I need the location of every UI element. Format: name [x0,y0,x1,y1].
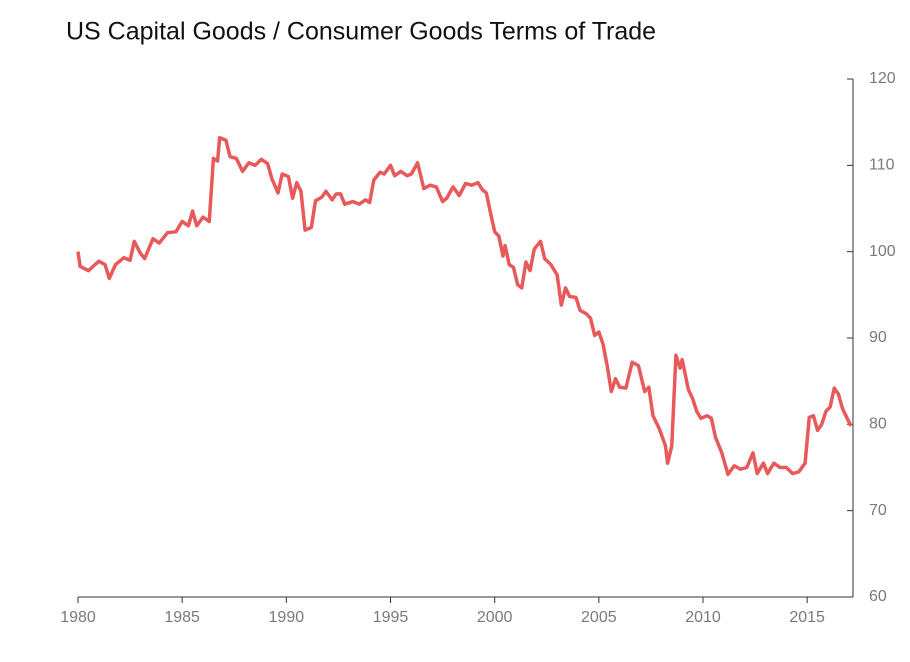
y-tick-label: 80 [869,416,887,433]
y-tick-label: 120 [869,70,896,87]
x-tick-label: 1985 [164,609,200,626]
chart-title: US Capital Goods / Consumer Goods Terms … [66,18,656,46]
x-tick-label: 1990 [269,609,305,626]
y-tick-label: 110 [869,157,895,174]
y-tick-label: 70 [869,502,887,519]
x-tick-label: 2000 [477,609,513,626]
x-tick-label: 1995 [373,609,409,626]
x-tick-label: 1980 [60,609,96,626]
x-tick-label: 2010 [685,609,721,626]
y-tick-label: 100 [869,243,896,260]
y-tick-label: 60 [869,588,887,605]
y-tick-label: 90 [869,329,887,346]
x-tick-label: 2015 [789,609,825,626]
data-line [76,135,853,477]
x-tick-label: 2005 [581,609,617,626]
